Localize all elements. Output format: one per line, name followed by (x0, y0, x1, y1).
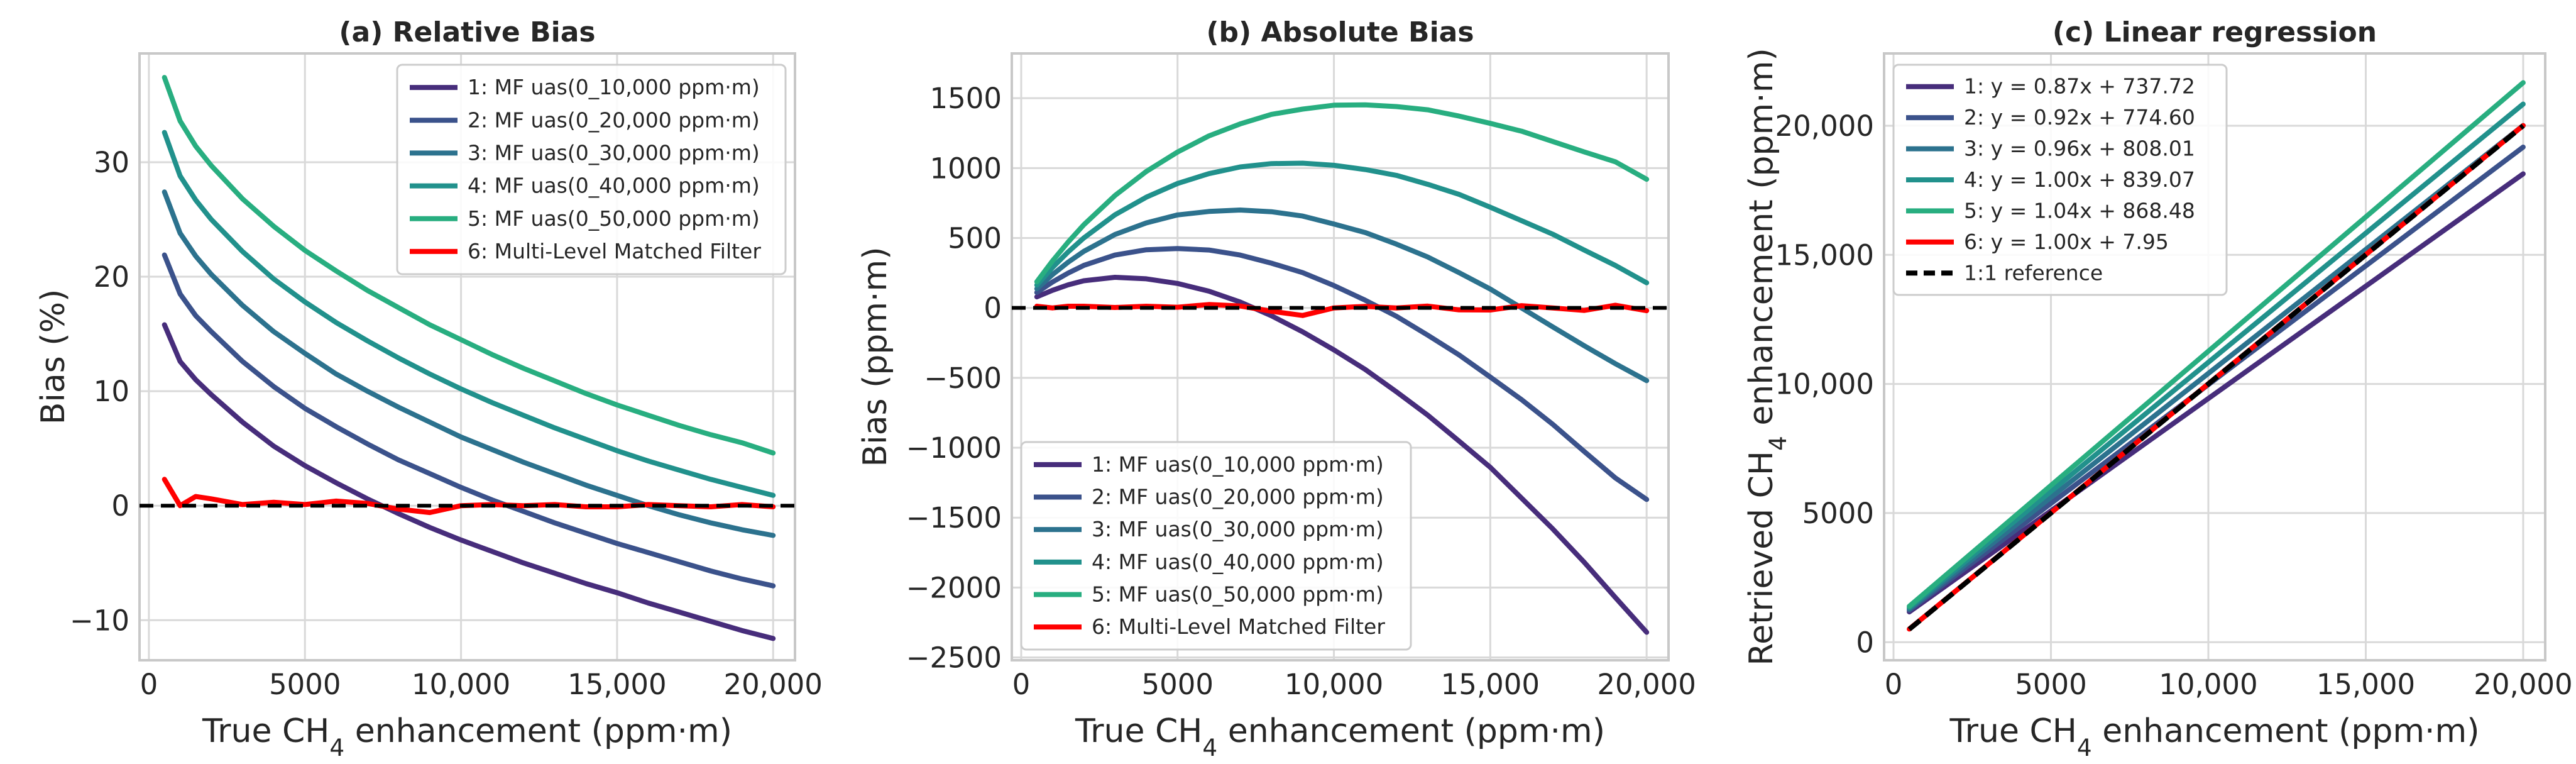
plot-frame (138, 52, 796, 662)
x-tick-label: 10,000 (2159, 668, 2257, 701)
legend-box (396, 64, 787, 275)
plot-area (140, 75, 795, 641)
legend: 1: y = 0.87x + 737.72 2: y = 0.92x + 774.… (1892, 64, 2228, 296)
x-tick-label: 20,000 (723, 668, 822, 701)
legend-label: 1: y = 0.87x + 737.72 (1964, 74, 2195, 99)
plot-area (1907, 80, 2526, 632)
y-tick-label: 10 (94, 375, 129, 408)
series-line-5-mf-uas-0-50-000-ppm-m (162, 75, 776, 456)
x-tick-label: 10,000 (1285, 668, 1383, 701)
x-tick-label: 0 (1885, 668, 1903, 701)
series-line-5-mf-uas-0-50-000-ppm-m (1034, 102, 1650, 285)
y-tick-label: 20,000 (1775, 109, 1874, 143)
legend-label: 4: y = 1.00x + 839.07 (1964, 167, 2195, 192)
chart-title: (b) Absolute Bias (1206, 16, 1474, 48)
legend-label: 6: y = 1.00x + 7.95 (1964, 230, 2169, 254)
legend-label: 6: Multi-Level Matched Filter (1092, 614, 1385, 639)
panel-1: 0 5000 10,000 15,000 20,000 −10 0 10 20 30 (a) Rel… (35, 16, 823, 761)
x-tick-label: 20,000 (2474, 668, 2572, 701)
legend-box (1892, 64, 2228, 296)
series-line-1-y-0-87x-737-72 (1907, 171, 2526, 615)
legend-label: 2: MF uas(0_20,000 ppm·m) (468, 108, 760, 132)
chart-title: (a) Relative Bias (339, 16, 595, 48)
plot-area (1012, 102, 1669, 635)
series-line-4-mf-uas-0-40-000-ppm-m (162, 130, 776, 498)
x-tick-label: 20,000 (1597, 668, 1696, 701)
x-tick-label: 15,000 (567, 668, 666, 701)
y-axis-label: Retrieved CH4 enhancement (ppm·m) (1743, 48, 1792, 665)
series-line-1-mf-uas-0-10-000-ppm-m (1034, 275, 1650, 635)
y-tick-label: −2500 (906, 641, 1002, 675)
legend-label: 2: MF uas(0_20,000 ppm·m) (1092, 485, 1384, 509)
chart-title: (c) Linear regression (2053, 16, 2377, 48)
legend-label: 4: MF uas(0_40,000 ppm·m) (468, 174, 760, 198)
y-tick-label: 15,000 (1775, 238, 1874, 272)
legend-label: 5: y = 1.04x + 868.48 (1964, 198, 2195, 223)
legend-label: 1: MF uas(0_10,000 ppm·m) (468, 75, 760, 99)
y-tick-label: −500 (924, 362, 1002, 395)
series-line-5-y-1-04x-868-48 (1907, 80, 2526, 609)
x-tick-label: 15,000 (2316, 668, 2415, 701)
y-tick-label: 0 (1856, 626, 1874, 659)
y-tick-label: 1500 (929, 82, 1002, 115)
legend: 1: MF uas(0_10,000 ppm·m) 2: MF uas(0_20,… (396, 64, 787, 275)
series-line-1-1-reference (1907, 123, 2525, 631)
y-tick-label: 30 (94, 146, 129, 179)
y-tick-label: −10 (70, 604, 129, 637)
series-line-1-mf-uas-0-10-000-ppm-m (162, 322, 776, 641)
legend-label: 1:1 reference (1964, 260, 2103, 285)
y-tick-label: 10,000 (1775, 368, 1874, 401)
x-tick-label: 10,000 (412, 668, 510, 701)
legend-label: 4: MF uas(0_40,000 ppm·m) (1092, 550, 1384, 574)
legend-box (1020, 441, 1412, 651)
series-line-3-mf-uas-0-30-000-ppm-m (162, 189, 776, 538)
x-tick-label: 0 (140, 668, 158, 701)
legend: 1: MF uas(0_10,000 ppm·m) 2: MF uas(0_20,… (1020, 441, 1412, 651)
legend-label: 5: MF uas(0_50,000 ppm·m) (1092, 582, 1384, 607)
y-axis-label: Bias (%) (35, 289, 72, 425)
y-tick-label: 0 (111, 489, 129, 523)
series-line-3-y-0-96x-808-01 (1907, 123, 2526, 612)
y-tick-label: 5000 (1802, 497, 1874, 530)
y-tick-label: −1000 (906, 431, 1002, 465)
plot-frame (1011, 52, 1670, 662)
series-line-3-mf-uas-0-30-000-ppm-m (1034, 208, 1650, 384)
panel-3: 0 5000 10,000 15,000 20,000 0 5000 10,000 15,000… (1743, 16, 2573, 761)
legend-label: 5: MF uas(0_50,000 ppm·m) (468, 206, 760, 231)
series-line-2-mf-uas-0-20-000-ppm-m (162, 252, 776, 589)
legend-label: 3: MF uas(0_30,000 ppm·m) (1092, 517, 1384, 541)
x-tick-label: 5000 (2015, 668, 2087, 701)
plot-frame (1883, 52, 2546, 662)
x-tick-label: 15,000 (1441, 668, 1540, 701)
panel-2: 0 5000 10,000 15,000 20,000−2500−2000−1500−1… (857, 16, 1696, 761)
y-tick-label: 20 (94, 260, 129, 294)
x-axis-label: True CH4 enhancement (ppm·m) (202, 712, 732, 761)
series-line-4-y-1-00x-839-07 (1907, 101, 2526, 611)
x-axis-label: True CH4 enhancement (ppm·m) (1075, 712, 1605, 761)
legend-label: 1: MF uas(0_10,000 ppm·m) (1092, 452, 1384, 477)
x-tick-label: 0 (1012, 668, 1031, 701)
series-line-4-mf-uas-0-40-000-ppm-m (1034, 160, 1650, 288)
x-tick-label: 5000 (1141, 668, 1214, 701)
y-tick-label: −2000 (906, 571, 1002, 604)
y-tick-label: −1500 (906, 501, 1002, 534)
x-axis-label: True CH4 enhancement (ppm·m) (1949, 712, 2479, 761)
legend-label: 2: y = 0.92x + 774.60 (1964, 105, 2195, 130)
y-tick-label: 500 (948, 222, 1002, 255)
series-line-2-mf-uas-0-20-000-ppm-m (1034, 246, 1650, 502)
legend-label: 3: MF uas(0_30,000 ppm·m) (468, 140, 760, 165)
legend-label: 6: Multi-Level Matched Filter (468, 239, 761, 263)
y-tick-label: 0 (984, 292, 1002, 325)
y-tick-label: 1000 (929, 152, 1002, 185)
x-tick-label: 5000 (269, 668, 341, 701)
y-axis-label: Bias (ppm·m) (857, 246, 894, 467)
legend-label: 3: y = 0.96x + 808.01 (1964, 136, 2195, 161)
